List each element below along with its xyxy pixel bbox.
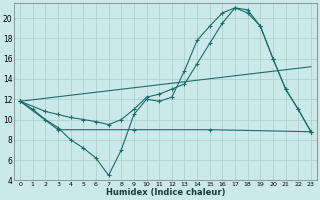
X-axis label: Humidex (Indice chaleur): Humidex (Indice chaleur) — [106, 188, 225, 197]
